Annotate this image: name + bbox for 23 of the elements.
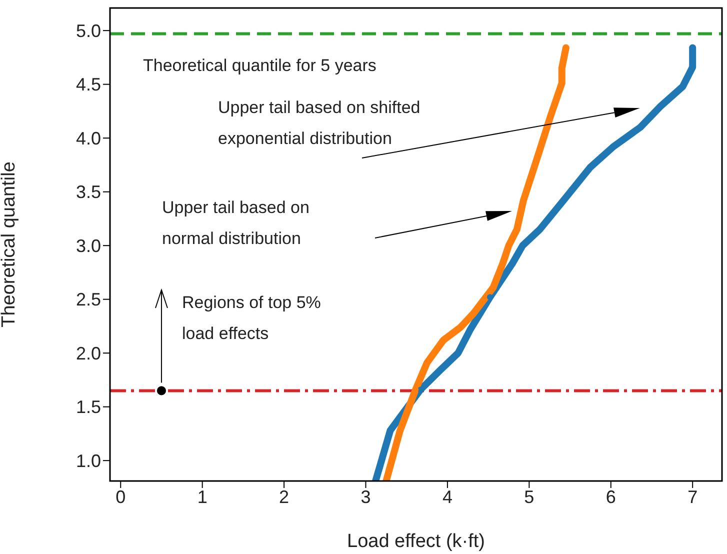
y-axis-title: Theoretical quantile	[0, 162, 20, 328]
y-tick-label: 3.5	[76, 182, 101, 202]
y-tick-label: 1.5	[76, 397, 101, 418]
x-tick-label: 3	[360, 486, 371, 507]
y-tick-label: 1.0	[76, 450, 101, 471]
x-tick-label: 1	[197, 486, 208, 507]
y-tick-label: 3.0	[76, 236, 101, 256]
x-tick-label: 7	[688, 486, 698, 507]
x-tick-label: 6	[606, 486, 616, 507]
y-tick-label: 2.0	[76, 343, 101, 364]
annotation: Regions of top 5% load effects	[182, 293, 321, 343]
x-tick-label: 2	[279, 486, 290, 507]
y-tick-label: 5.0	[76, 20, 101, 41]
x-tick-label: 4	[442, 486, 452, 507]
x-axis-title: Load effect (k·ft)	[347, 531, 485, 552]
annotation: Upper tail based on normal distribution	[162, 198, 310, 248]
y-tick-label: 4.5	[76, 74, 101, 95]
y-tick-label: 2.5	[76, 290, 101, 310]
x-tick-label: 0	[116, 486, 126, 507]
x-tick-label: 5	[524, 486, 534, 507]
annotation: Upper tail based on shifted exponential distribution	[218, 98, 420, 148]
y-tick-label: 4.0	[76, 128, 101, 148]
ref-line-label: Theoretical quantile for 5 years	[143, 56, 376, 75]
